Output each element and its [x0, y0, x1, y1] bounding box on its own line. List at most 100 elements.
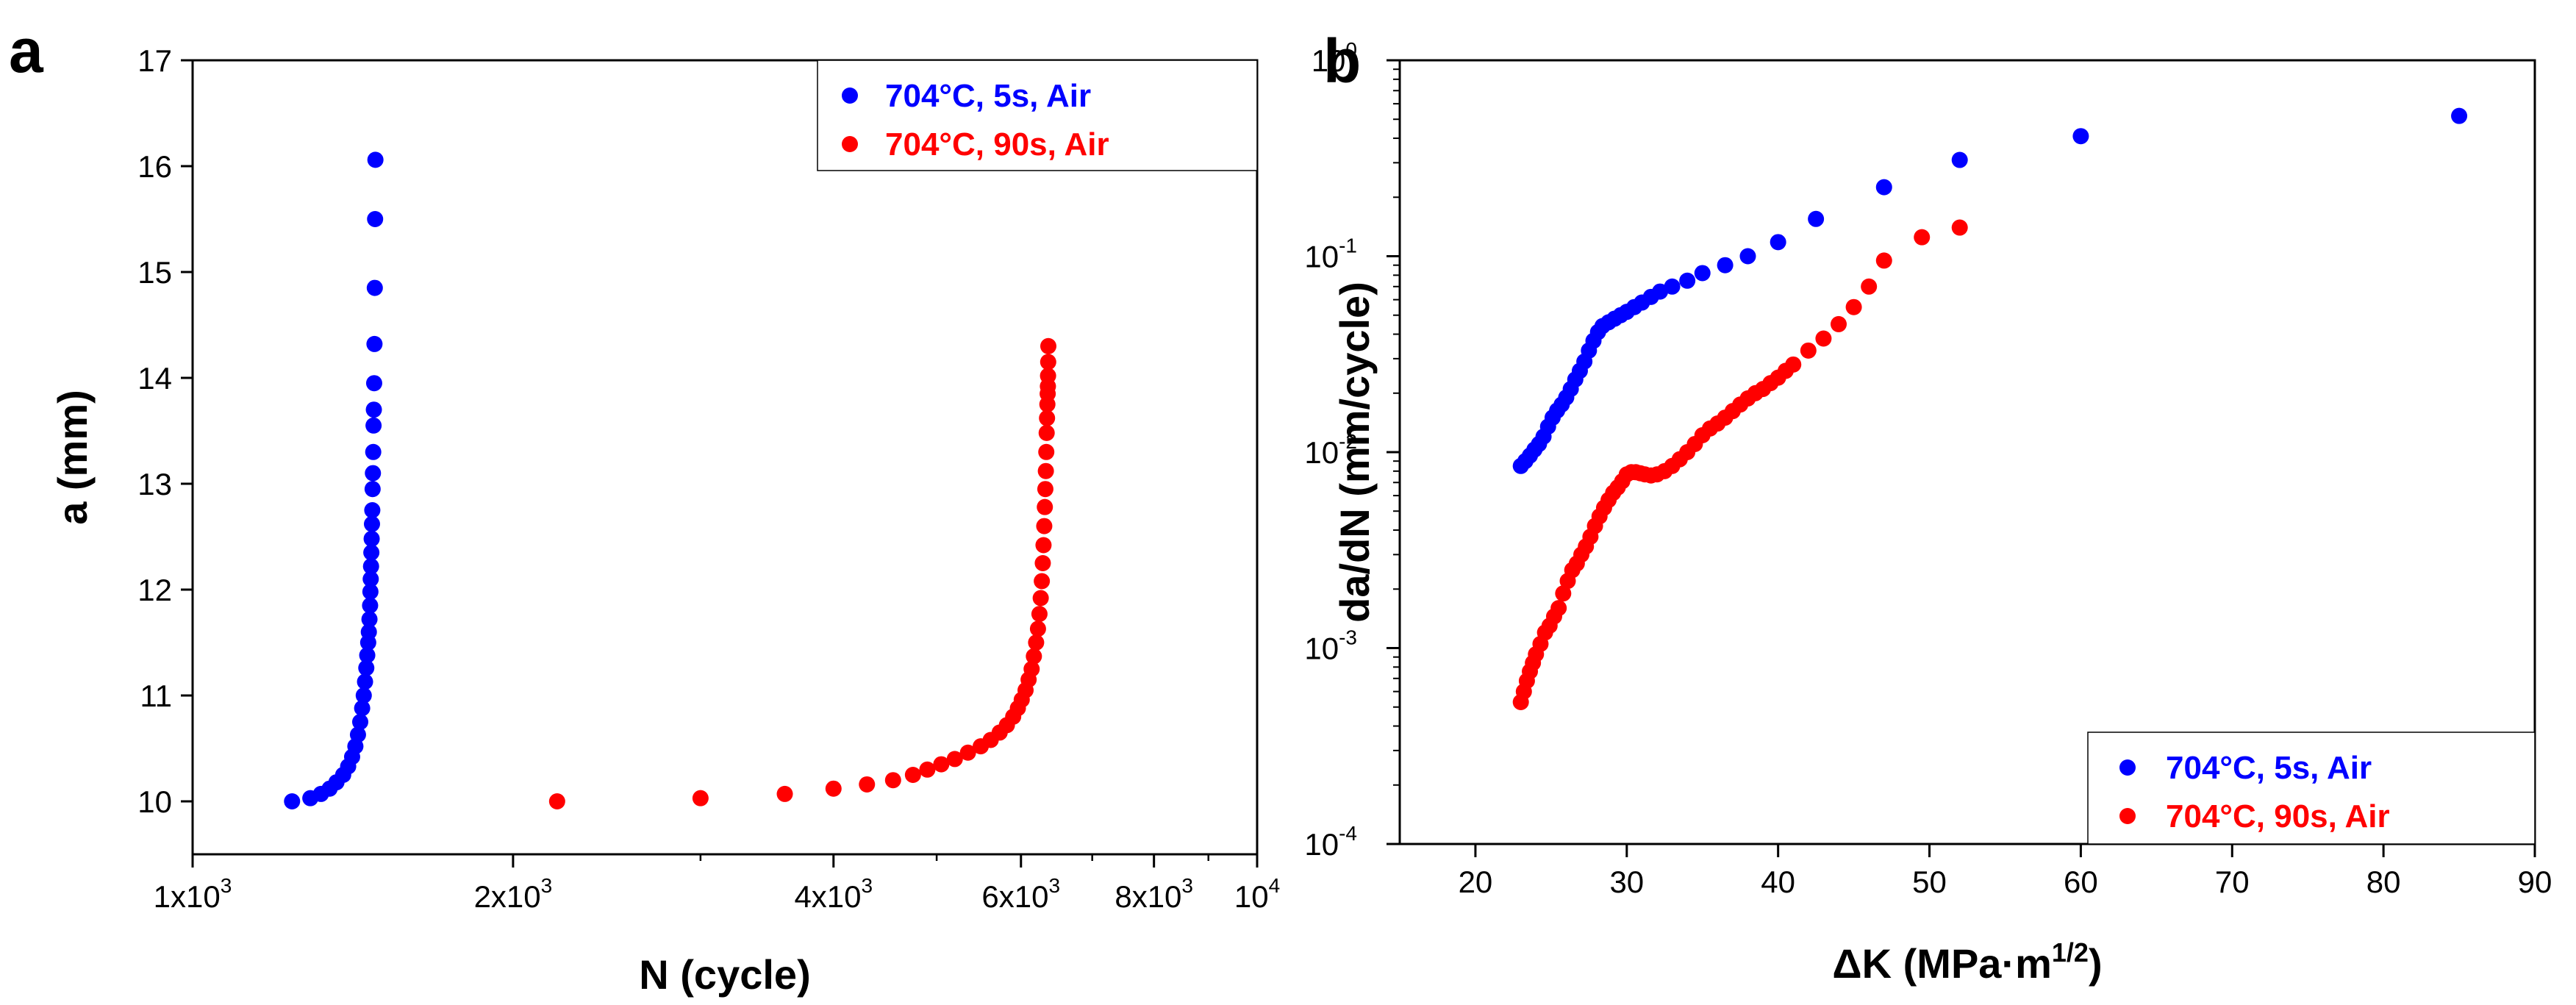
- x-tick-label: 104: [1234, 874, 1280, 914]
- y-tick-label: 12: [137, 573, 172, 607]
- data-point: [358, 659, 375, 676]
- data-point: [365, 443, 382, 460]
- data-point: [1036, 518, 1053, 534]
- data-point: [1845, 298, 1862, 315]
- y-axis-title: da/dN (mm/cycle): [1331, 282, 1378, 623]
- data-point: [360, 623, 377, 640]
- data-point: [1800, 342, 1817, 359]
- data-point: [1040, 368, 1056, 385]
- x-tick-label: 6x103: [981, 874, 1060, 914]
- data-point: [357, 673, 373, 690]
- data-point: [365, 465, 382, 482]
- x-tick-label: 80: [2366, 865, 2401, 899]
- data-point: [354, 700, 371, 717]
- data-point: [548, 793, 565, 809]
- data-point: [1037, 498, 1053, 515]
- y-tick-label: 10-3: [1304, 626, 1357, 666]
- y-tick-label: 16: [137, 149, 172, 184]
- data-point: [367, 151, 384, 168]
- data-point: [1861, 278, 1878, 295]
- data-point: [1550, 600, 1567, 617]
- legend-label: 704°C, 90s, Air: [2166, 798, 2390, 834]
- data-point: [363, 515, 380, 532]
- legend-marker: [2119, 759, 2136, 776]
- y-tick-label: 10-2: [1304, 430, 1357, 470]
- data-point: [362, 597, 379, 614]
- data-point: [859, 776, 876, 793]
- data-point: [1831, 315, 1847, 332]
- y-tick-label: 10: [137, 784, 172, 819]
- data-point: [1770, 234, 1786, 251]
- x-tick-label: 2x103: [474, 874, 553, 914]
- x-tick-label: 90: [2518, 865, 2552, 899]
- legend-marker: [842, 136, 858, 152]
- data-point: [1717, 257, 1734, 273]
- plot-frame: [1398, 59, 2536, 845]
- data-point: [362, 558, 379, 575]
- panel-label-a: a: [9, 16, 44, 85]
- data-point: [1694, 265, 1711, 282]
- data-point: [359, 647, 376, 664]
- data-point: [1808, 210, 1825, 227]
- legend-label: 704°C, 5s, Air: [885, 78, 1091, 114]
- x-axis-title: ΔK (MPa·m1/2): [1832, 937, 2102, 987]
- data-point: [1914, 229, 1931, 246]
- data-point: [363, 530, 380, 547]
- data-point: [365, 417, 382, 434]
- data-point: [919, 761, 936, 778]
- data-point: [1739, 248, 1756, 265]
- data-point: [1040, 337, 1056, 354]
- series-0: [284, 151, 384, 809]
- data-point: [1039, 409, 1056, 426]
- legend-label: 704°C, 90s, Air: [885, 126, 1109, 162]
- legend-box: [817, 60, 1258, 171]
- x-axis-title: N (cycle): [639, 951, 810, 998]
- data-point: [1034, 573, 1051, 590]
- data-point: [933, 756, 950, 773]
- x-tick-label: 60: [2064, 865, 2098, 899]
- series-1: [1512, 219, 1968, 710]
- data-point: [1555, 585, 1572, 602]
- legend-box: [2087, 732, 2536, 845]
- data-point: [1031, 606, 1048, 623]
- data-point: [1037, 462, 1054, 479]
- data-point: [349, 726, 366, 743]
- data-point: [1038, 424, 1055, 441]
- legend-marker: [842, 87, 858, 104]
- data-point: [1951, 219, 1968, 236]
- data-point: [361, 611, 378, 628]
- y-tick-label: 13: [137, 467, 172, 501]
- data-point: [364, 481, 381, 498]
- data-point: [1875, 252, 1892, 269]
- data-point: [355, 687, 372, 704]
- data-point: [366, 279, 383, 296]
- panel-label-b: b: [1323, 26, 1361, 96]
- data-point: [1040, 354, 1056, 371]
- x-tick-label: 40: [1761, 865, 1795, 899]
- y-tick-label: 14: [137, 361, 172, 396]
- data-point: [776, 785, 793, 802]
- data-point: [365, 401, 382, 418]
- x-tick-label: 8x103: [1115, 874, 1193, 914]
- data-point: [362, 571, 379, 587]
- data-point: [1026, 648, 1042, 665]
- data-point: [363, 544, 380, 561]
- y-tick-label: 10-4: [1304, 822, 1357, 862]
- y-tick-label: 10-1: [1304, 235, 1357, 274]
- legend-marker: [2119, 808, 2136, 824]
- data-point: [1679, 272, 1696, 289]
- x-tick-label: 30: [1609, 865, 1644, 899]
- data-point: [692, 790, 709, 806]
- y-tick-label: 100: [1312, 38, 1357, 78]
- data-point: [1785, 356, 1802, 373]
- x-tick-label: 1x103: [154, 874, 232, 914]
- data-point: [1037, 481, 1053, 498]
- legend-label: 704°C, 5s, Air: [2166, 750, 2372, 786]
- y-tick-label: 17: [137, 43, 172, 78]
- data-point: [367, 211, 384, 227]
- data-point: [959, 744, 976, 761]
- y-tick-label: 11: [140, 679, 172, 713]
- data-point: [351, 714, 368, 730]
- data-point: [904, 767, 921, 783]
